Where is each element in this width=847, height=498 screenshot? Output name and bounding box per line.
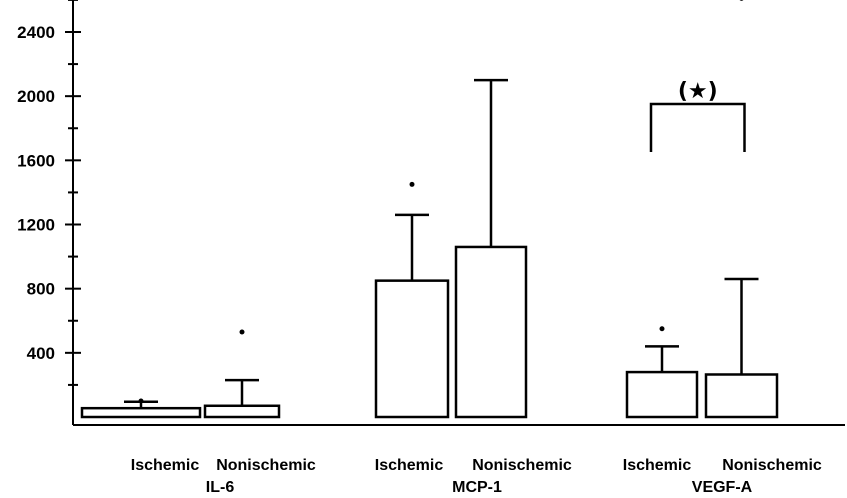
bar xyxy=(704,373,779,419)
x-category-label: Nonischemic xyxy=(472,457,572,474)
outlier-point xyxy=(739,0,744,1)
outlier-point xyxy=(409,181,415,187)
bar xyxy=(203,404,281,419)
bar xyxy=(80,406,202,419)
y-tick-label: 1600 xyxy=(17,151,55,170)
annotations: (★) xyxy=(649,79,746,152)
x-category-label: Nonischemic xyxy=(216,457,316,474)
y-axis: 400 800 1200 1600 2000 2400 xyxy=(17,0,81,425)
x-category-label: Ischemic xyxy=(623,457,692,474)
significance-bracket xyxy=(649,102,746,152)
x-category-label: Ischemic xyxy=(131,457,200,474)
x-group-label: MCP-1 xyxy=(452,479,502,496)
x-category-label: Nonischemic xyxy=(722,457,822,474)
outlier-point xyxy=(239,329,245,335)
x-group-label: IL-6 xyxy=(206,479,235,496)
x-category-label: Ischemic xyxy=(375,457,444,474)
significance-marker: (★) xyxy=(678,79,718,104)
bars xyxy=(80,0,779,419)
x-group-label: VEGF-A xyxy=(692,479,753,496)
y-tick-label: 2400 xyxy=(17,23,55,42)
y-tick-label: 800 xyxy=(27,280,55,299)
bar xyxy=(374,279,450,419)
bar xyxy=(625,370,699,419)
y-tick-label: 1200 xyxy=(17,216,55,235)
outlier-point xyxy=(138,398,144,404)
outlier-point xyxy=(659,326,665,332)
x-axis: Ischemic Nonischemic IL-6 Ischemic Nonischem… xyxy=(73,424,845,496)
bar xyxy=(454,245,528,419)
y-tick-label: 2000 xyxy=(17,87,55,106)
y-tick-label: 400 xyxy=(27,344,55,363)
